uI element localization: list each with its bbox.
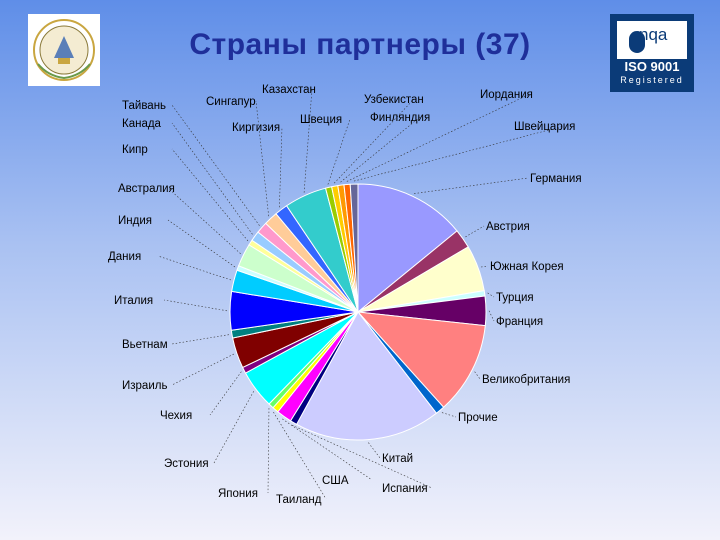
slice-label: Прочие xyxy=(458,412,498,424)
leader-line xyxy=(488,310,495,322)
slice-label: Италия xyxy=(114,295,153,307)
slice-label: Япония xyxy=(218,488,258,500)
university-emblem-icon xyxy=(28,14,100,86)
leader-line xyxy=(474,371,481,380)
slice-label: США xyxy=(322,475,349,487)
leader-line xyxy=(340,116,421,183)
leader-line xyxy=(414,177,529,194)
slice-label: Австрия xyxy=(486,221,530,233)
nqa-brand: nqa xyxy=(639,25,668,44)
slice-label: Германия xyxy=(530,173,582,185)
leader-line xyxy=(346,93,531,182)
leader-line xyxy=(163,299,228,312)
slice-label: Кипр xyxy=(122,144,148,156)
leader-line xyxy=(487,292,495,298)
slice-label: Индия xyxy=(118,215,152,227)
leader-line xyxy=(171,353,235,386)
pie-slice xyxy=(295,311,438,441)
leader-line xyxy=(279,126,283,208)
slice-label: Испания xyxy=(382,483,428,495)
slice-label: Вьетнам xyxy=(122,339,168,351)
slice-label: Киргизия xyxy=(232,122,280,134)
leader-line xyxy=(255,100,269,217)
leader-line xyxy=(167,219,236,268)
leader-line xyxy=(267,408,270,494)
leader-line xyxy=(171,104,260,226)
iso-9001-logo: nqa ISO 9001 Registered xyxy=(610,14,694,92)
slice-label: Чехия xyxy=(160,410,192,422)
leader-line xyxy=(213,391,254,464)
slice-label: Тайвань xyxy=(122,100,166,112)
slice-label: Эстония xyxy=(164,458,209,470)
iso-standard: ISO 9001 xyxy=(624,59,680,74)
slice-label: Сингапур xyxy=(206,96,256,108)
leader-line xyxy=(171,148,249,242)
leader-line xyxy=(167,187,241,254)
slice-label: Дания xyxy=(108,251,141,263)
slice-label: Таиланд xyxy=(276,494,322,506)
iso-status: Registered xyxy=(620,75,684,85)
leader-line xyxy=(171,334,230,345)
slice-label: Швеция xyxy=(300,114,342,126)
leader-line xyxy=(327,118,351,185)
slice-label: Казахстан xyxy=(262,84,316,96)
leader-line xyxy=(273,411,327,500)
slice-label: Франция xyxy=(496,316,543,328)
leader-line xyxy=(480,265,489,268)
leader-line xyxy=(465,225,485,238)
slice-label: Швейцария xyxy=(514,121,575,133)
pie-slice xyxy=(357,183,458,314)
slice-label: Израиль xyxy=(122,380,167,392)
slice-label: Австралия xyxy=(118,183,175,195)
page-title: Страны партнеры (37) xyxy=(189,28,531,61)
leader-line xyxy=(303,88,313,193)
pie-slice xyxy=(356,311,486,408)
slice-label: Турция xyxy=(496,292,534,304)
pie-slice xyxy=(349,183,359,313)
nqa-seal-icon xyxy=(629,31,645,53)
leader-line xyxy=(353,125,565,182)
leader-line xyxy=(291,424,433,489)
slice-label: Южная Корея xyxy=(490,261,564,273)
leader-line xyxy=(157,255,232,281)
slice-label: Великобритания xyxy=(482,374,570,386)
slice-label: Иордания xyxy=(480,89,533,101)
leader-line xyxy=(282,418,373,481)
leader-line xyxy=(171,122,253,235)
leader-line xyxy=(209,371,242,416)
slice-label: Финляндия xyxy=(370,112,430,124)
slice-label: Канада xyxy=(122,118,162,130)
nqa-logo-box xyxy=(617,21,687,59)
slice-label: Узбекистан xyxy=(364,94,424,106)
leader-line xyxy=(441,412,457,418)
leader-line xyxy=(368,442,381,459)
slice-label: Китай xyxy=(382,453,413,465)
